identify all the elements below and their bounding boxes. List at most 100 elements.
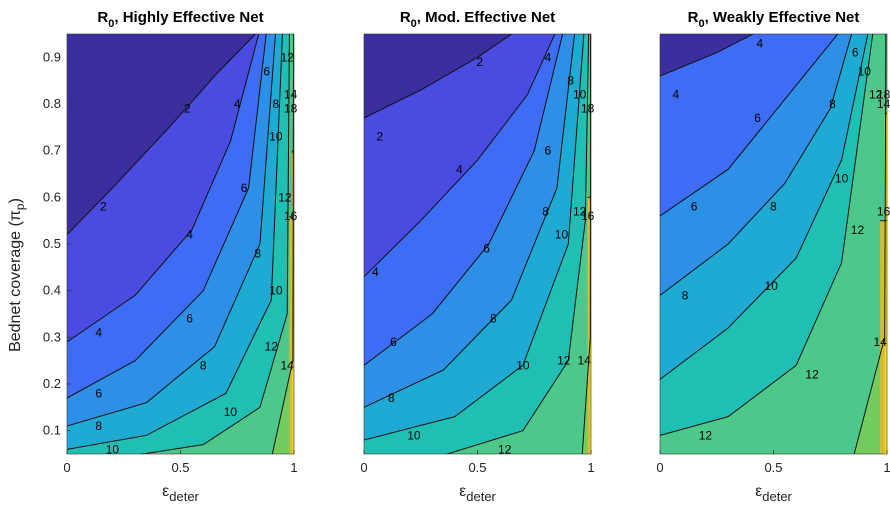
contour-line-6 xyxy=(67,34,267,399)
contour-label: 6 xyxy=(186,312,193,326)
x-axis-label: εdeter xyxy=(755,483,792,504)
contour-band-12 xyxy=(447,34,591,454)
y-tick-label: 0.6 xyxy=(43,189,61,204)
contour-label: 6 xyxy=(545,144,552,158)
contour-label: 4 xyxy=(372,265,379,279)
contour-fills xyxy=(364,34,591,454)
contour-label: 14 xyxy=(284,88,298,102)
y-tick-label: 0.3 xyxy=(43,329,61,344)
contour-label: 4 xyxy=(757,36,764,50)
x-tick-label: 0.5 xyxy=(171,460,189,475)
contour-label: 10 xyxy=(858,64,872,78)
contour-band-12 xyxy=(142,34,294,454)
x-tick-label: 0.5 xyxy=(764,460,782,475)
panel-title: R0, Mod. Effective Net xyxy=(400,9,555,30)
contour-label: 4 xyxy=(545,50,552,64)
contour-label: 18 xyxy=(581,102,595,116)
contour-label: 8 xyxy=(829,97,836,111)
contour-label: 6 xyxy=(95,386,102,400)
contour-line-4 xyxy=(364,34,556,278)
contour-line-12 xyxy=(139,34,290,454)
contour-label: 10 xyxy=(224,405,238,419)
contour-label: 6 xyxy=(263,64,270,78)
contour-label: 6 xyxy=(754,111,761,125)
y-tick-label: 0.7 xyxy=(43,143,61,158)
contour-label: 8 xyxy=(770,200,777,214)
contour-label: 6 xyxy=(390,335,397,349)
x-axis-label: εdeter xyxy=(162,483,199,504)
contour-line-10 xyxy=(67,34,283,450)
x-tick-label: 1 xyxy=(587,460,594,475)
contour-line-8 xyxy=(364,34,576,408)
contour-label: 12 xyxy=(869,88,883,102)
y-tick-label: 0.8 xyxy=(43,96,61,111)
contour-line-14 xyxy=(581,34,591,454)
x-tick-label: 1 xyxy=(290,460,297,475)
contour-label: 6 xyxy=(483,242,490,256)
contour-label: 8 xyxy=(200,358,207,372)
contour-label: 10 xyxy=(269,284,283,298)
contour-label: 2 xyxy=(100,200,107,214)
contour-label: 6 xyxy=(691,200,698,214)
y-tick-label: 0.2 xyxy=(43,376,61,391)
contour-lines xyxy=(660,34,887,454)
contour-label: 8 xyxy=(567,74,574,88)
x-axis-label: εdeter xyxy=(459,483,496,504)
x-tick-label: 1 xyxy=(883,460,890,475)
contour-label: 8 xyxy=(272,97,279,111)
contour-lines xyxy=(364,34,591,454)
contour-label: 12 xyxy=(805,368,819,382)
y-axis-label: Bednet coverage (πp) xyxy=(7,198,27,352)
y-tick-label: 0.1 xyxy=(43,423,61,438)
contour-label: 2 xyxy=(476,55,483,69)
contour-line-2 xyxy=(67,34,257,236)
contour-label: 8 xyxy=(490,312,497,326)
y-tick-label: 0.4 xyxy=(43,283,61,298)
contour-label: 14 xyxy=(281,358,295,372)
contour-line-18 xyxy=(291,150,294,156)
contour-label: 18 xyxy=(284,102,298,116)
contour-label: 10 xyxy=(106,442,120,456)
contour-lines xyxy=(67,34,294,454)
contour-band-10 xyxy=(364,34,591,454)
contour-label: 8 xyxy=(682,288,689,302)
contour-label: 12 xyxy=(498,442,512,456)
contour-label: 4 xyxy=(673,88,680,102)
contour-label: 12 xyxy=(573,204,587,218)
contour-line-10 xyxy=(660,34,869,380)
contour-band-8 xyxy=(67,34,294,454)
contour-label: 12 xyxy=(557,354,571,368)
contour-label: 8 xyxy=(95,419,102,433)
contour-label: 4 xyxy=(95,326,102,340)
contour-label: 4 xyxy=(234,97,241,111)
contour-label: 16 xyxy=(284,209,298,223)
contour-fills xyxy=(67,34,294,454)
contour-line-14 xyxy=(271,34,294,454)
contour-line-14 xyxy=(853,34,887,454)
contour-line-16 xyxy=(289,215,294,222)
contour-label: 10 xyxy=(835,172,849,186)
contour-line-6 xyxy=(364,34,564,366)
contour-fills xyxy=(660,34,887,454)
contour-line-4 xyxy=(660,34,755,77)
contour-line-6 xyxy=(660,34,839,217)
contour-band-12 xyxy=(660,34,887,454)
contour-label: 6 xyxy=(241,181,248,195)
x-tick-label: 0.5 xyxy=(468,460,486,475)
contour-label: 8 xyxy=(388,391,395,405)
panel-title: R0, Highly Effective Net xyxy=(97,9,263,30)
contour-line-10 xyxy=(364,34,585,441)
contour-label: 10 xyxy=(573,88,587,102)
x-tick-label: 0 xyxy=(656,460,663,475)
panel-title: R0, Weakly Effective Net xyxy=(688,9,860,30)
x-tick-label: 0 xyxy=(63,460,70,475)
x-tick-label: 0 xyxy=(360,460,367,475)
contour-label: 12 xyxy=(265,340,279,354)
contour-line-12 xyxy=(660,34,874,436)
contour-label: 2 xyxy=(184,102,191,116)
contour-label: 10 xyxy=(407,428,421,442)
